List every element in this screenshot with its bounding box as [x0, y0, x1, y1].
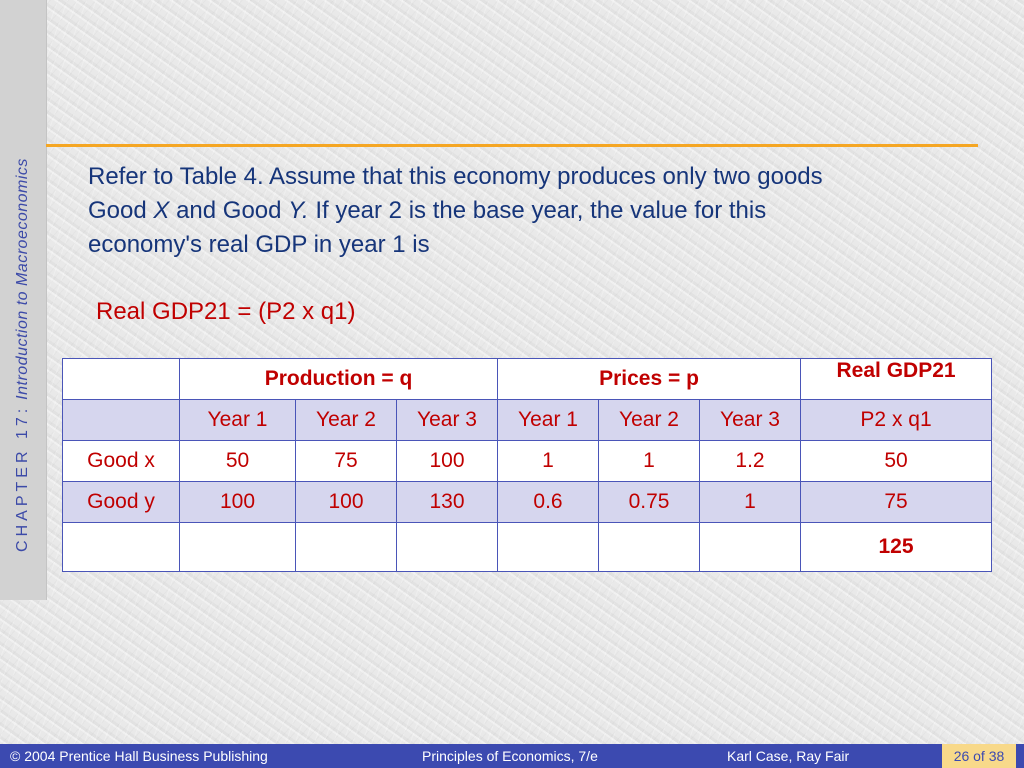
footer-copyright: © 2004 Prentice Hall Business Publishing	[10, 748, 268, 764]
year-header: Year 2	[598, 399, 700, 441]
real-gdp-total: 125	[800, 522, 993, 572]
table-cell: 1.2	[698, 440, 802, 482]
real-gdp-cell: 75	[800, 481, 993, 523]
real-gdp-header: Real GDP21	[800, 358, 993, 400]
table-cell	[497, 522, 599, 572]
table-cell	[598, 522, 700, 572]
prices-header: Prices = p	[496, 358, 802, 400]
chapter-subject: Introduction to Macroeconomics	[14, 158, 31, 400]
formula: Real GDP21 = (P2 x q1)	[96, 298, 356, 325]
year-header: Year 3	[396, 399, 498, 441]
table-cell	[179, 522, 296, 572]
table-cell: 100	[396, 440, 498, 482]
footer-authors: Karl Case, Ray Fair	[727, 748, 850, 764]
table-group-header-row: Production = q Prices = p Real GDP21	[62, 358, 993, 400]
chapter-sidebar: CHAPTER 17: Introduction to Macroeconomi…	[0, 0, 47, 600]
question-line-2: Good X and Good Y. If year 2 is the base…	[88, 197, 767, 224]
real-gdp-formula-header: P2 x q1	[800, 399, 993, 441]
table-cell: 1	[497, 440, 599, 482]
question-line-1: Refer to Table 4. Assume that this econo…	[88, 163, 823, 190]
row-label: Good y	[62, 481, 180, 523]
slide-number: 26 of 38	[942, 744, 1016, 768]
table-cell: 100	[295, 481, 397, 523]
table-cell: 1	[698, 481, 802, 523]
year-header: Year 3	[698, 399, 802, 441]
table-cell: 0.75	[598, 481, 700, 523]
chapter-number: CHAPTER 17:	[14, 404, 31, 552]
real-gdp-cell: 50	[800, 440, 993, 482]
year-header: Year 1	[179, 399, 296, 441]
table-cell: 50	[179, 440, 296, 482]
table-row-good-x: Good x 50 75 100 1 1 1.2 50	[62, 440, 993, 482]
year-header: Year 2	[295, 399, 397, 441]
footer-book-title: Principles of Economics, 7/e	[422, 748, 598, 764]
table-cell: 130	[396, 481, 498, 523]
table-cell: 100	[179, 481, 296, 523]
table-row-total: 125	[62, 522, 993, 572]
title-divider	[46, 144, 978, 147]
chapter-label: CHAPTER 17: Introduction to Macroeconomi…	[14, 158, 32, 552]
footer-bar: © 2004 Prentice Hall Business Publishing…	[0, 744, 1024, 768]
table-cell	[396, 522, 498, 572]
table-cell	[698, 522, 802, 572]
table-cell: 1	[598, 440, 700, 482]
question-text: Refer to Table 4. Assume that this econo…	[88, 160, 988, 262]
table-cell: 0.6	[497, 481, 599, 523]
table-cell	[62, 522, 180, 572]
gdp-table: Production = q Prices = p Real GDP21 Yea…	[62, 358, 993, 572]
table-cell	[62, 399, 180, 441]
row-label: Good x	[62, 440, 180, 482]
year-header: Year 1	[497, 399, 599, 441]
table-cell: 75	[295, 440, 397, 482]
table-year-header-row: Year 1 Year 2 Year 3 Year 1 Year 2 Year …	[62, 399, 993, 441]
table-corner	[62, 358, 180, 400]
table-row-good-y: Good y 100 100 130 0.6 0.75 1 75	[62, 481, 993, 523]
production-header: Production = q	[179, 358, 498, 400]
question-line-3: economy's real GDP in year 1 is	[88, 231, 430, 258]
table-cell	[295, 522, 397, 572]
